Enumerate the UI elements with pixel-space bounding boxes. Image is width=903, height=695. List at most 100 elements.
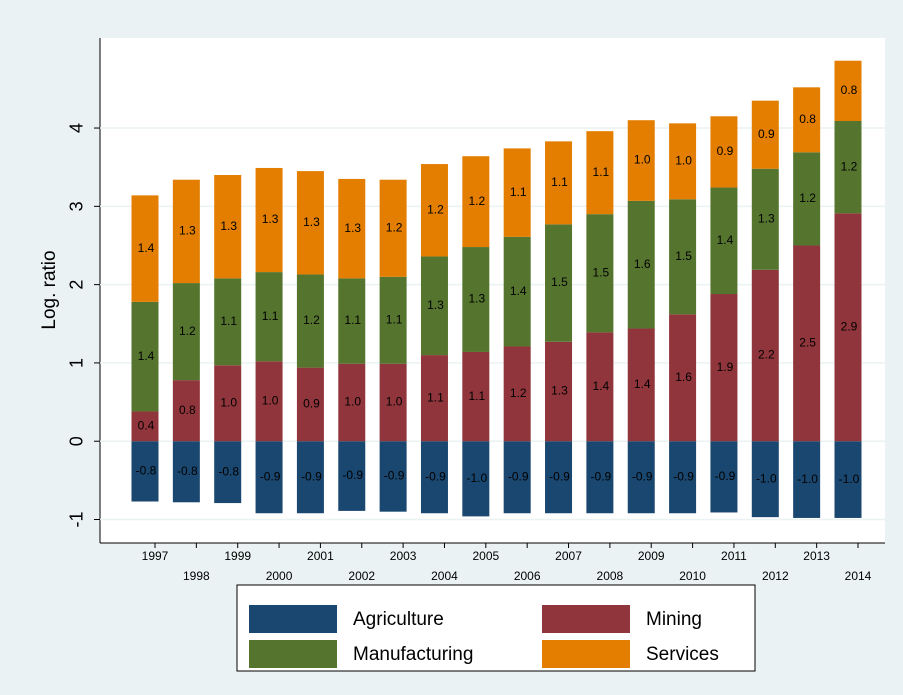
bar-segment (834, 60, 862, 121)
value-label: 1.3 (468, 292, 485, 306)
value-label: 1.0 (262, 393, 279, 407)
bar-segment (545, 441, 573, 514)
value-label: 1.1 (468, 389, 485, 403)
x-tick-label: 2011 (721, 549, 747, 563)
bar-segment (255, 441, 283, 514)
y-axis-title: Log. ratio (39, 250, 60, 329)
x-tick-label: 2010 (679, 569, 706, 583)
x-tick-label: 2007 (555, 549, 582, 563)
value-label: 0.8 (799, 112, 816, 126)
bar-segment (214, 441, 242, 504)
bar-segment (420, 164, 448, 257)
bar-segment (710, 187, 738, 295)
bar-segment (627, 200, 655, 329)
x-tick-label: 1997 (142, 549, 169, 563)
value-label: 1.3 (551, 384, 568, 398)
value-label: 2.2 (758, 348, 775, 362)
value-label: 1.4 (138, 349, 155, 363)
value-label: 1.3 (262, 212, 279, 226)
x-tick-label: 1998 (183, 569, 210, 583)
value-label: 0.9 (758, 127, 775, 141)
bar-segment (586, 214, 614, 333)
value-label: 1.4 (634, 377, 651, 391)
value-label: 1.2 (799, 191, 816, 205)
x-tick-label: 2003 (390, 549, 417, 563)
x-tick-label: 2001 (307, 549, 334, 563)
bar-segment (586, 332, 614, 442)
value-label: -0.8 (136, 464, 157, 478)
value-label: 1.4 (138, 241, 155, 255)
value-label: 1.6 (634, 257, 651, 271)
bar-segment (131, 195, 159, 302)
bar-segment (710, 116, 738, 188)
value-label: 1.3 (344, 221, 361, 235)
legend-swatch (249, 640, 337, 668)
bar-segment (710, 441, 738, 513)
value-label: -0.9 (342, 468, 363, 482)
value-label: 1.1 (510, 185, 527, 199)
bar-segment (669, 441, 697, 514)
value-label: 1.4 (593, 379, 610, 393)
x-tick-label: 2002 (348, 569, 375, 583)
value-label: -0.9 (260, 469, 281, 483)
bar-segment (172, 380, 200, 442)
value-label: 0.8 (841, 83, 858, 97)
value-label: 1.1 (551, 175, 568, 189)
value-label: -1.0 (756, 471, 777, 485)
value-label: 1.0 (386, 395, 403, 409)
legend-label: Mining (646, 609, 702, 630)
bar-segment (503, 441, 531, 514)
value-label: 1.1 (220, 314, 237, 328)
y-tick-label: -1 (67, 512, 87, 528)
value-label: 0.8 (179, 403, 196, 417)
x-tick-label: 2006 (514, 569, 541, 583)
bar-segment (834, 213, 862, 442)
bar-segment (834, 120, 862, 214)
bar-segment (627, 441, 655, 514)
bar-segment (296, 274, 324, 368)
bar-segment (214, 278, 242, 366)
value-label: -0.9 (632, 469, 653, 483)
bar-segment (462, 156, 490, 248)
bar-segment (338, 363, 366, 442)
bar-segment (379, 276, 407, 364)
bar-segment (214, 365, 242, 442)
bar-segment (545, 141, 573, 225)
bar-segment (379, 441, 407, 512)
bar-segment (793, 441, 821, 518)
value-label: -0.9 (301, 469, 322, 483)
value-label: 1.5 (593, 265, 610, 279)
bar-segment (793, 87, 821, 153)
bar-segment (710, 294, 738, 442)
value-label: 1.2 (303, 313, 320, 327)
value-label: 1.6 (675, 370, 692, 384)
bar-segment (296, 367, 324, 442)
x-tick-label: 2013 (803, 549, 830, 563)
value-label: 1.2 (841, 159, 858, 173)
bar-segment (420, 256, 448, 356)
bar-segment (338, 178, 366, 279)
value-label: 1.0 (634, 153, 651, 167)
value-label: 1.1 (386, 312, 403, 326)
bar-segment (131, 441, 159, 502)
bar-segment (255, 272, 283, 362)
legend-label: Manufacturing (353, 644, 473, 665)
bar-segment (545, 224, 573, 342)
bar-segment (338, 441, 366, 511)
y-tick-label: 1 (67, 358, 87, 368)
bar-segment (669, 123, 697, 200)
bar-segment (627, 328, 655, 442)
value-label: 1.2 (468, 194, 485, 208)
bar-segment (751, 100, 779, 169)
bar-segment (462, 247, 490, 352)
x-tick-label: 2005 (472, 549, 499, 563)
value-label: -0.8 (218, 464, 239, 478)
bar-segment (669, 314, 697, 442)
value-label: 1.2 (510, 386, 527, 400)
value-label: 1.5 (675, 249, 692, 263)
legend-label: Services (646, 644, 719, 665)
bar-segment (420, 441, 448, 514)
bar-segment (296, 441, 324, 514)
value-label: -0.8 (177, 464, 198, 478)
value-label: -0.9 (384, 469, 405, 483)
